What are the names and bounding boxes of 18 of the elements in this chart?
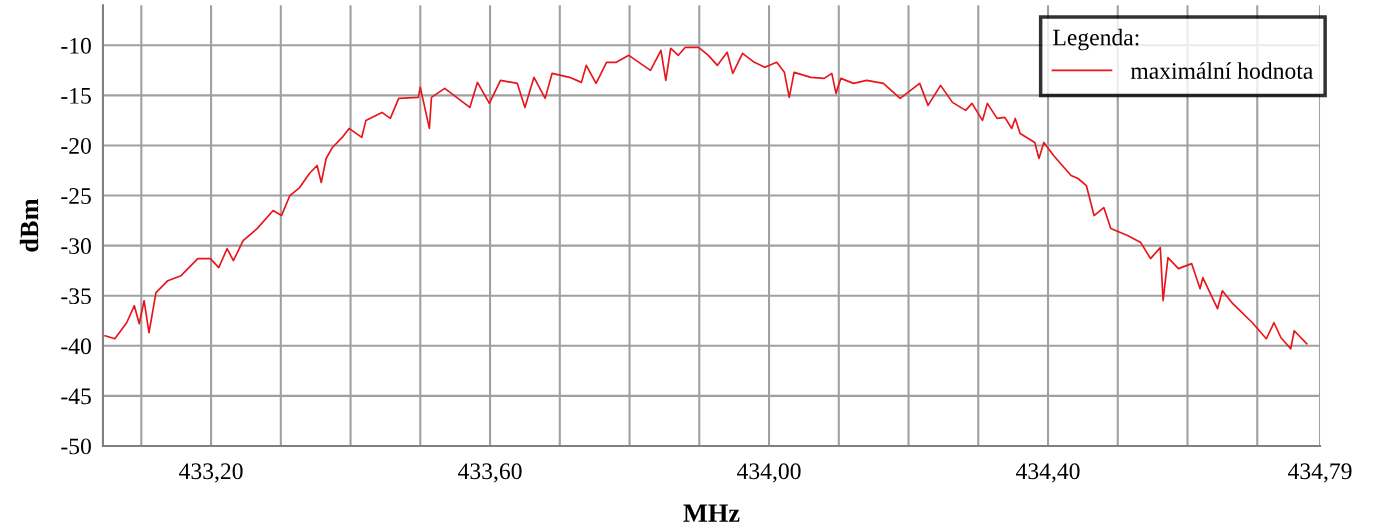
y-tick-label: -25 (61, 188, 91, 204)
y-tick-label: -10 (61, 37, 91, 54)
legend-label: maximální hodnota (1130, 62, 1313, 79)
y-tick-label: -20 (61, 137, 91, 154)
x-tick-label: 433,60 (458, 463, 522, 483)
x-tick-label: 433,20 (179, 463, 243, 483)
y-tick-label: -40 (61, 338, 91, 355)
x-tick-label: 434,40 (1016, 463, 1080, 483)
y-tick-label: -50 (61, 438, 91, 455)
x-tick-label: 434,00 (737, 463, 801, 483)
x-axis-title: MHz (683, 504, 740, 522)
y-axis-title: dBm (19, 198, 39, 252)
x-tick-label: 434,79 (1288, 463, 1352, 483)
legend-title: Legenda: (1053, 28, 1139, 51)
y-tick-label: -30 (61, 238, 91, 255)
y-tick-label: -15 (61, 87, 91, 104)
y-tick-label: -35 (61, 288, 91, 305)
y-tick-label: -45 (61, 388, 91, 405)
